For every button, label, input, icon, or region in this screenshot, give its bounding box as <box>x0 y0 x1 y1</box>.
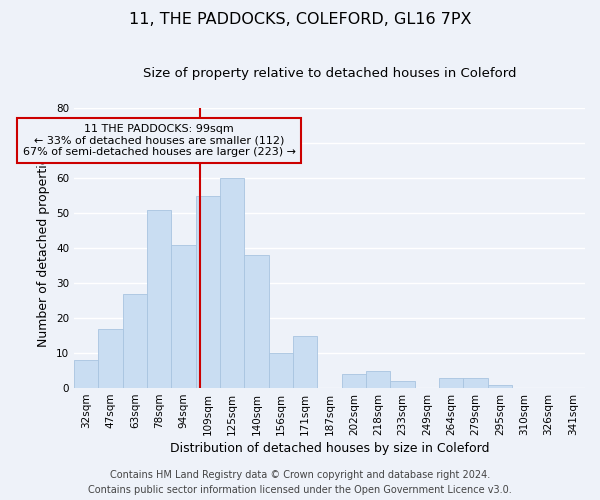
Bar <box>244 255 269 388</box>
Bar <box>147 210 172 388</box>
X-axis label: Distribution of detached houses by size in Coleford: Distribution of detached houses by size … <box>170 442 489 455</box>
Bar <box>293 336 317 388</box>
Bar <box>269 353 293 388</box>
Bar <box>122 294 147 388</box>
Y-axis label: Number of detached properties: Number of detached properties <box>37 150 50 346</box>
Bar <box>220 178 244 388</box>
Bar <box>439 378 463 388</box>
Bar <box>74 360 98 388</box>
Bar <box>366 370 391 388</box>
Bar <box>391 381 415 388</box>
Bar <box>196 196 220 388</box>
Text: Contains HM Land Registry data © Crown copyright and database right 2024.
Contai: Contains HM Land Registry data © Crown c… <box>88 470 512 495</box>
Bar <box>463 378 488 388</box>
Text: 11 THE PADDOCKS: 99sqm
← 33% of detached houses are smaller (112)
67% of semi-de: 11 THE PADDOCKS: 99sqm ← 33% of detached… <box>23 124 296 157</box>
Bar <box>341 374 366 388</box>
Bar <box>488 384 512 388</box>
Text: 11, THE PADDOCKS, COLEFORD, GL16 7PX: 11, THE PADDOCKS, COLEFORD, GL16 7PX <box>129 12 471 28</box>
Bar <box>98 328 122 388</box>
Bar <box>172 244 196 388</box>
Title: Size of property relative to detached houses in Coleford: Size of property relative to detached ho… <box>143 68 516 80</box>
